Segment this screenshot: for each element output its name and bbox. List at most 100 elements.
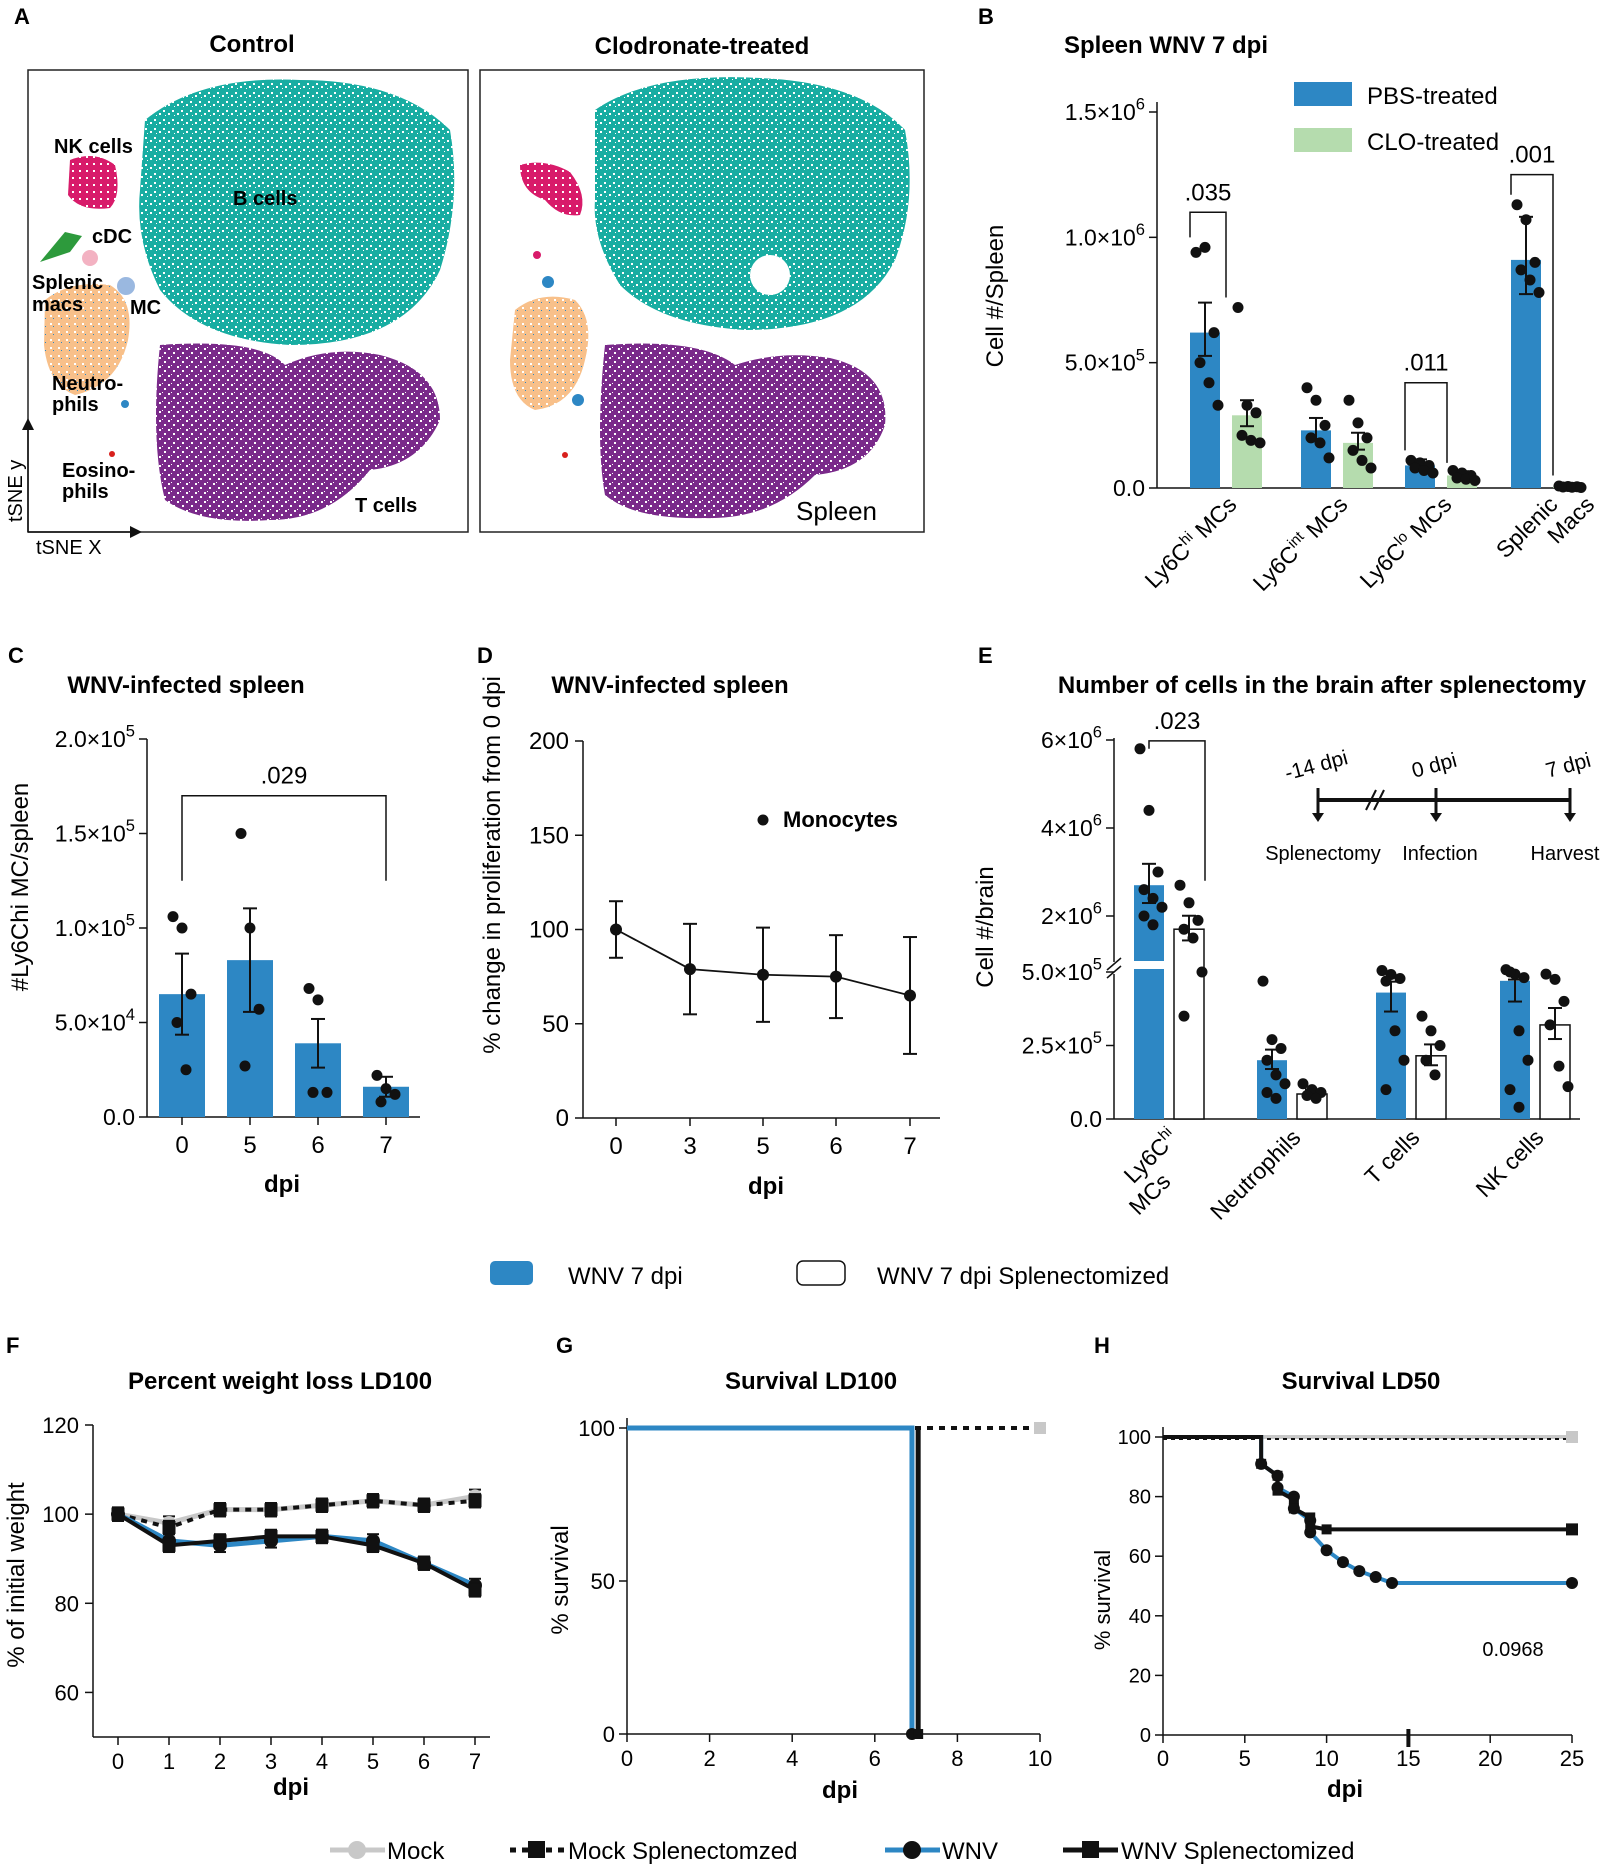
- f-ytick-label: 120: [42, 1413, 79, 1438]
- e-wnv-point: [1380, 975, 1392, 987]
- a-title-control: Control: [209, 31, 294, 58]
- b-pbs-point: [1199, 241, 1211, 253]
- tsne-y-label: tSNE y: [5, 460, 27, 522]
- f-point: [264, 1503, 278, 1517]
- h-ytick-label: 60: [1129, 1546, 1151, 1568]
- h-splenectomized-censor-marker: [1288, 1494, 1299, 1505]
- b-pbs-point: [1212, 399, 1224, 411]
- c-xtick-label: 0: [175, 1132, 188, 1159]
- b-ytick-label: 5.0×105: [1065, 345, 1145, 375]
- d-ytick-label: 150: [529, 822, 569, 849]
- d-point: [757, 968, 769, 981]
- e-category-label: Neutrophils: [1205, 1124, 1306, 1225]
- b-pbs-point: [1305, 432, 1317, 444]
- f-xtick-label: 0: [112, 1749, 124, 1774]
- c-ytick-label: 2.0×105: [55, 722, 135, 752]
- g-x-label: dpi: [822, 1777, 858, 1804]
- b-clo-point: [1245, 434, 1257, 446]
- f-ytick-label: 100: [42, 1502, 79, 1527]
- c-point: [307, 1086, 319, 1098]
- bottom-legend: Mock Mock Splenectomzed WNV WNV Splenect…: [330, 1838, 1354, 1865]
- e-wnv-point: [1257, 975, 1269, 987]
- b-y-label: Cell #/Spleen: [982, 225, 1009, 368]
- a-control-clusters: [40, 79, 455, 521]
- b-bar-pbs: [1190, 332, 1220, 488]
- a-spleen-tag: Spleen: [796, 496, 877, 526]
- panel-b-chart: Spleen WNV 7 dpi 0.0 5.0×105 1.0×106 1.5×106…: [982, 32, 1599, 596]
- f-xtick-label: 6: [418, 1749, 430, 1774]
- legend-mock-splenectomized-label: Mock Splenectomzed: [568, 1838, 797, 1865]
- cdc-pink-cluster: [82, 250, 98, 266]
- h-ytick-label: 80: [1129, 1487, 1151, 1509]
- e-wnv-point: [1398, 1054, 1410, 1066]
- g-ytick-label: 0: [603, 1722, 615, 1747]
- e-title: Number of cells in the brain after splen…: [1058, 672, 1587, 699]
- c-point: [375, 1096, 387, 1108]
- c-point: [171, 1017, 183, 1028]
- b-pvalue-ly6clo-label: .011: [1404, 350, 1449, 377]
- b-clo-point: [1254, 437, 1266, 449]
- c-point: [371, 1069, 383, 1081]
- e-splenectomized-point: [1310, 1092, 1322, 1104]
- c-point: [235, 828, 247, 839]
- b-clo-point: [1451, 472, 1463, 484]
- g-wnv-splenectomized-end-marker: [913, 1729, 924, 1739]
- h-line-wnv: [1163, 1435, 1572, 1586]
- b-pbs-point: [1409, 462, 1421, 474]
- legend-mock-splenectomized-marker: [528, 1841, 545, 1858]
- legend-splenectomized-label: WNV 7 dpi Splenectomized: [877, 1263, 1169, 1290]
- c-xtick-label: 6: [311, 1132, 324, 1159]
- h-splenectomized-censor-marker: [1305, 1521, 1316, 1532]
- b-category-label: Ly6Cint MCs: [1247, 490, 1353, 596]
- h-splenectomized-end-marker: [1566, 1523, 1578, 1536]
- h-splenectomized-censor-marker: [1272, 1470, 1283, 1481]
- b-bar-pbs: [1511, 259, 1541, 488]
- e-wnv-point: [1389, 1025, 1401, 1037]
- d-point: [904, 989, 916, 1002]
- letter-g: G: [556, 1333, 573, 1358]
- h-splenectomized-censor-marker: [1305, 1512, 1316, 1523]
- c-x-label: dpi: [264, 1171, 300, 1198]
- e-wnv-point: [1394, 972, 1406, 984]
- g-xtick-label: 2: [703, 1746, 715, 1771]
- e-splenectomized-point: [1297, 1078, 1309, 1090]
- b-pbs-point: [1427, 467, 1439, 479]
- b-pbs-point: [1319, 419, 1331, 431]
- f-xtick-label: 1: [163, 1749, 175, 1774]
- e-wnv-point: [1138, 884, 1150, 896]
- middle-legend: WNV 7 dpi WNV 7 dpi Splenectomized: [490, 1260, 1169, 1290]
- h-ytick-label: 20: [1129, 1665, 1151, 1687]
- letter-f: F: [6, 1333, 19, 1358]
- c-point: [244, 922, 256, 934]
- e-y-label: Cell #/brain: [972, 866, 999, 987]
- e-splenectomized-point: [1425, 1025, 1437, 1037]
- h-xtick-label: 0: [1157, 1746, 1169, 1771]
- f-point: [468, 1583, 482, 1597]
- c-point: [312, 994, 324, 1006]
- e-splenectomized-point: [1187, 932, 1199, 944]
- d-ytick-label: 50: [542, 1011, 569, 1038]
- splenic-macs-cluster: [44, 284, 130, 395]
- h-xtick-label: 5: [1239, 1746, 1251, 1771]
- f-point: [315, 1529, 329, 1543]
- e-wnv-point: [1152, 866, 1164, 878]
- e-bar-splenectomized: [1539, 1024, 1571, 1120]
- d-y-label: % change in proliferation from 0 dpi: [479, 676, 506, 1054]
- letter-c: C: [8, 643, 24, 668]
- e-timeline-event: Infection: [1402, 843, 1478, 865]
- b-pbs-point: [1190, 246, 1202, 258]
- f-line-mock-splenectomzed: [117, 1498, 476, 1530]
- b-category-label: Ly6Chi MCs: [1139, 490, 1242, 593]
- h-splenectomized-censor-marker: [1288, 1503, 1299, 1514]
- e-wnv-point: [1147, 892, 1159, 904]
- e-splenectomized-point: [1420, 1054, 1432, 1066]
- f-point: [264, 1529, 278, 1543]
- b-pbs-point: [1314, 437, 1326, 449]
- d-ytick-label: 100: [529, 917, 569, 944]
- c-point: [167, 911, 179, 923]
- legend-wnv-splenectomized-line-label: WNV Splenectomized: [1121, 1838, 1354, 1865]
- b-pbs-point: [1515, 264, 1527, 276]
- e-splenectomized-point: [1183, 897, 1195, 909]
